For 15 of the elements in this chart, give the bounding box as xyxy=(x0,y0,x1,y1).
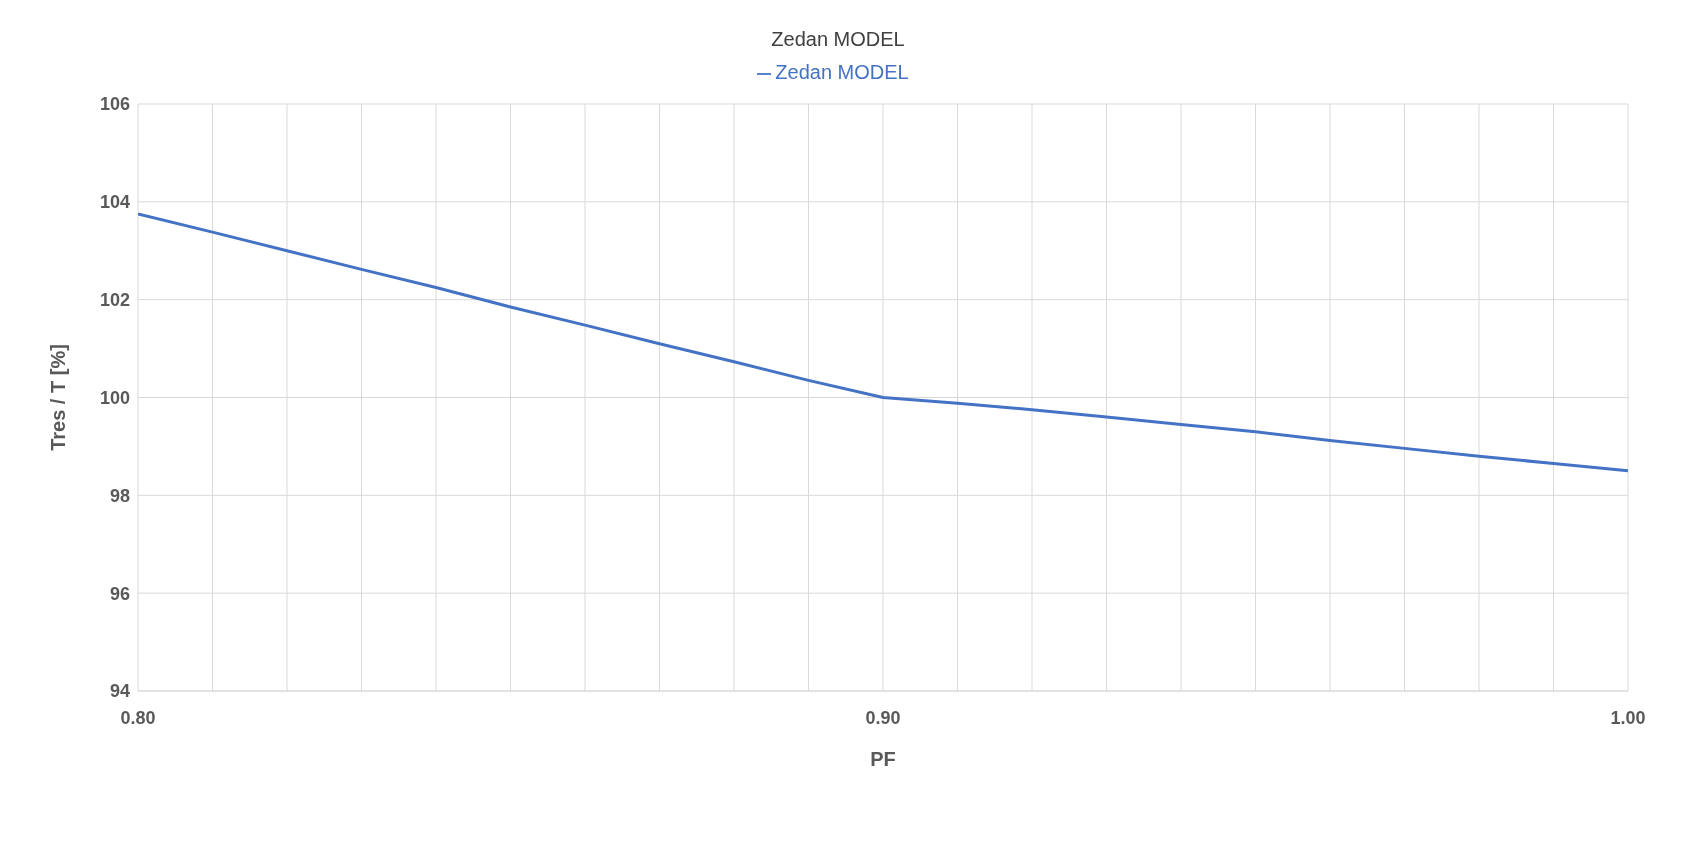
y-tick-label: 104 xyxy=(99,192,130,213)
y-tick-label: 106 xyxy=(99,94,130,115)
x-axis-title: PF xyxy=(870,748,896,770)
chart-title: Zedan MODEL xyxy=(770,27,906,51)
x-tick-label: 1.00 xyxy=(1610,707,1646,728)
y-tick-label: 100 xyxy=(99,387,130,408)
y-axis-title: Tres / T [%] xyxy=(47,344,70,451)
x-tick-label: 0.80 xyxy=(120,707,156,728)
y-tick-label: 96 xyxy=(109,583,130,604)
legend-label: Zedan MODEL xyxy=(775,61,909,83)
line-series xyxy=(138,212,1628,473)
y-tick-label: 94 xyxy=(109,681,130,702)
x-tick-label: 0.90 xyxy=(865,707,901,728)
y-tick-label: 98 xyxy=(109,485,130,506)
y-tick-label: 102 xyxy=(99,290,130,311)
